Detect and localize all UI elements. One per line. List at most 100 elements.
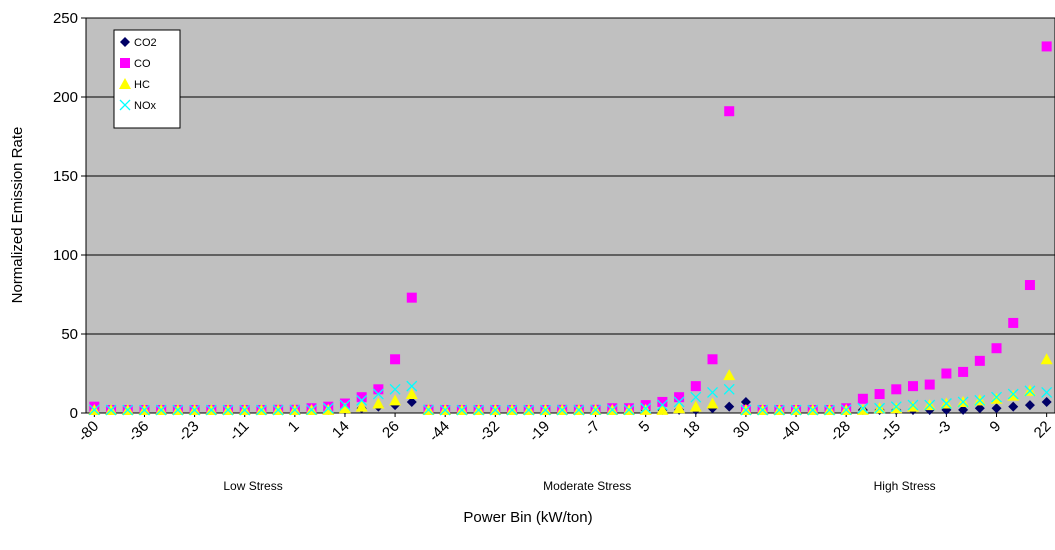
legend-label-hc: HC [134,79,150,91]
x-tick-label-5: 14 [329,418,353,442]
x-tick-label-18: 9 [986,418,1004,436]
nox-point-23 [473,404,485,416]
hc-point-37 [706,397,719,409]
legend-marker-co2 [120,37,130,47]
co-point-19 [406,292,417,303]
nox-point-2 [122,404,134,416]
nox-point-10 [255,404,267,416]
nox-point-35 [673,396,685,408]
x-tick-label-14: -40 [777,418,804,445]
hc-point-19 [405,388,418,400]
nox-point-24 [489,404,501,416]
co-point-52 [958,366,969,377]
nox-point-53 [974,394,986,406]
nox-point-30 [590,404,602,416]
x-tick-label-17: -3 [933,418,954,439]
hc-point-15 [338,402,351,414]
co-point-35 [674,392,685,403]
y-tick-label-4: 200 [53,89,78,106]
y-tick-label-0: 0 [70,405,78,422]
nox-point-19 [406,380,418,392]
data-points [88,41,1053,416]
nox-point-27 [539,404,551,416]
x-tick-label-8: -32 [476,418,503,445]
x-tick-label-12: 18 [680,418,704,442]
co2-point-19 [406,396,417,407]
nox-point-17 [372,388,384,400]
nox-point-32 [623,404,635,416]
nox-point-28 [556,404,568,416]
nox-point-52 [957,396,969,408]
legend-label-co: CO [134,58,151,70]
y-axis: 0 50 100 150 200 250 [53,10,86,422]
co-point-48 [891,384,902,395]
legend-marker-hc [119,78,131,89]
nox-point-54 [991,391,1002,403]
series-nox [88,380,1053,416]
co2-point-53 [974,403,985,414]
nox-point-34 [656,399,668,411]
nox-point-38 [723,383,735,395]
nox-point-45 [840,404,852,416]
x-tick-label-2: -23 [175,418,202,445]
nox-point-51 [940,398,952,409]
co2-point-55 [1008,401,1019,412]
nox-point-43 [807,404,819,416]
nox-point-46 [857,402,869,414]
co-point-17 [373,384,384,395]
x-tick-label-10: -7 [582,418,603,439]
nox-point-44 [823,404,835,416]
nox-point-18 [389,383,401,395]
x-tick-label-9: -19 [526,418,553,445]
x-tick-label-3: -11 [226,418,253,445]
nox-point-20 [423,404,434,416]
nox-point-56 [1024,385,1036,397]
co2-point-39 [740,396,751,407]
stress-region-labels: Low Stress Moderate Stress High Stress [223,479,935,493]
x-tick-label-7: -44 [426,418,453,445]
nox-point-47 [874,402,886,414]
nox-point-29 [573,404,585,416]
nox-point-33 [640,402,652,414]
nox-point-1 [105,404,117,416]
region-label-1: Moderate Stress [543,479,631,493]
x-axis: -80 -36 -23 -11 1 14 26 -44 -32 -19 -7 5 18 30 -40 -28-… [75,413,1054,445]
legend-label-co2: CO2 [134,37,157,49]
nox-point-31 [606,404,618,416]
x-tick-label-4: 1 [285,418,303,436]
co2-point-52 [958,404,969,415]
nox-point-25 [506,404,518,416]
legend-marker-co [120,58,130,68]
co-point-46 [857,393,868,404]
nox-point-5 [172,404,184,416]
legend: CO2 CO HC NOx [113,29,181,129]
nox-point-13 [306,404,318,416]
legend-label-nox: NOx [134,100,157,112]
nox-point-37 [707,387,718,398]
x-axis-title: Power Bin (kW/ton) [463,509,592,526]
y-tick-label-3: 150 [53,168,78,185]
nox-point-21 [439,404,451,416]
nox-point-3 [139,404,150,416]
hc-point-36 [689,400,702,412]
nox-point-42 [790,404,802,416]
gridlines [86,96,1055,335]
nox-point-16 [356,394,368,406]
nox-point-40 [757,404,769,416]
co-point-36 [690,381,701,392]
hc-point-38 [723,369,736,381]
nox-point-14 [322,402,334,414]
co-point-18 [390,354,401,365]
x-tick-label-13: 30 [730,418,754,442]
hc-point-34 [656,403,669,415]
co-point-16 [356,392,367,403]
nox-point-41 [773,404,785,416]
x-tick-label-0: -80 [75,418,102,445]
y-tick-label-1: 50 [61,326,78,343]
co-point-54 [991,343,1002,354]
co-point-50 [924,379,935,390]
x-tick-label-1: -36 [125,418,152,445]
co-point-55 [1008,317,1019,328]
plot-area [85,17,1055,414]
